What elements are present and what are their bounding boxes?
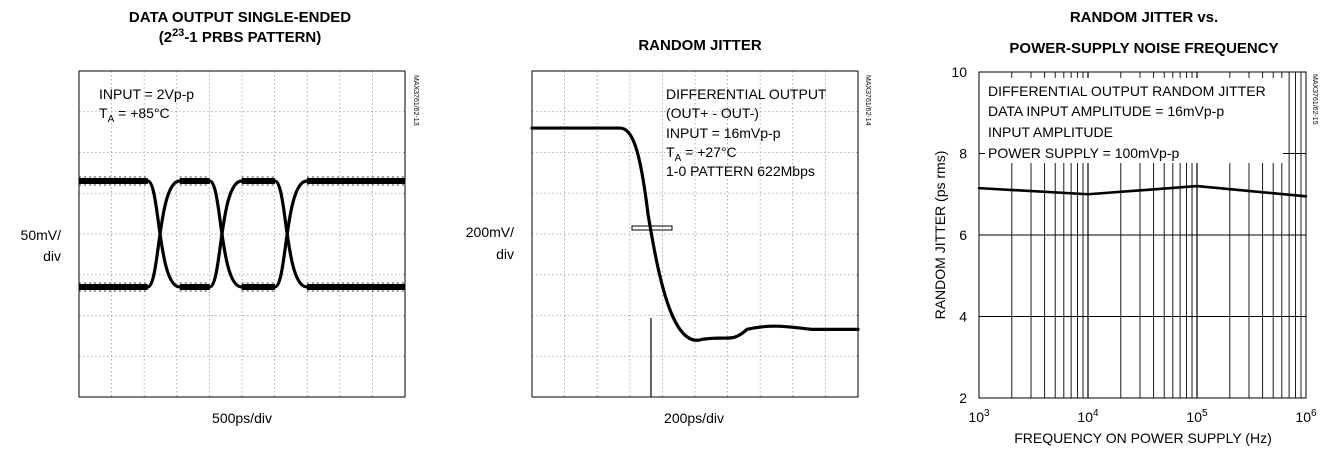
chart3-ytick-label: 8 xyxy=(959,146,967,162)
chart3-ytick-label: 2 xyxy=(959,390,967,406)
eye-rising-edge xyxy=(208,179,244,289)
chart3-ytick-label: 4 xyxy=(959,309,967,325)
chart2-annotation-diff: DIFFERENTIAL OUTPUT xyxy=(666,86,827,102)
chart3-annotation-2: DATA INPUT AMPLITUDE = 16mVp-p xyxy=(988,103,1224,119)
chart1-annotation-input: INPUT = 2Vp-p xyxy=(99,86,194,102)
chart1-frame xyxy=(78,70,406,398)
chart2-annotation-pattern: 1-0 PATTERN 622Mbps xyxy=(666,163,815,179)
chart1-xlabel: 500ps/div xyxy=(212,410,272,426)
panel-eye-diagram: DATA OUTPUT SINGLE-ENDED (223-1 PRBS PAT… xyxy=(21,9,419,426)
chart3-xtick-label: 105 xyxy=(1186,408,1208,425)
chart3-ytick-label: 6 xyxy=(959,227,967,243)
eye-falling-edge xyxy=(273,179,309,289)
chart2-ylabel-line1: 200mV/ xyxy=(466,224,514,240)
chart2-annotation-temp: TA = +27°C xyxy=(666,144,737,164)
chart1-ylabel-line2: div xyxy=(43,248,61,264)
chart1-title-line1: DATA OUTPUT SINGLE-ENDED xyxy=(129,9,351,26)
chart2-ylabel-line2: div xyxy=(496,246,514,262)
chart3-xtick-label: 103 xyxy=(968,408,990,425)
chart1-title-line2: (223-1 PRBS PATTERN) xyxy=(159,27,322,46)
chart3-series-line xyxy=(977,184,1308,198)
chart3-xlabel: FREQUENCY ON POWER SUPPLY (Hz) xyxy=(1014,430,1271,446)
chart3-tick-labels: 2 4 6 8 10 103 104 105 106 xyxy=(951,64,1317,425)
panel-random-jitter-waveform: RANDOM JITTER DIFFERENTIAL OUTPUT (OUT+ … xyxy=(466,37,871,426)
eye-falling-edge xyxy=(208,179,244,289)
chart2-waveform xyxy=(530,126,860,342)
chart1-part-code: MAX3761/62-13 xyxy=(412,75,419,126)
chart3-xtick-label: 104 xyxy=(1077,408,1099,425)
panel-jitter-vs-frequency: RANDOM JITTER vs. POWER-SUPPLY NOISE FRE… xyxy=(932,9,1318,446)
chart2-xlabel: 200ps/div xyxy=(664,410,724,426)
chart3-annotation-3: INPUT AMPLITUDE xyxy=(988,124,1113,140)
chart2-jitter-marker xyxy=(631,225,673,231)
chart2-part-code: MAX3761/62-14 xyxy=(864,75,871,126)
chart3-ylabel: RANDOM JITTER (ps rms) xyxy=(932,151,948,320)
chart3-annotation-4: POWER SUPPLY = 100mVp-p xyxy=(988,145,1179,161)
chart3-annotation-backdrop xyxy=(985,78,1283,163)
chart1-ylabel-line1: 50mV/ xyxy=(21,227,62,243)
eye-falling-edge xyxy=(146,179,182,289)
chart3-title-line2: POWER-SUPPLY NOISE FREQUENCY xyxy=(1009,40,1278,57)
chart3-title-line1: RANDOM JITTER vs. xyxy=(1070,9,1218,26)
chart3-part-code: MAX3761/62-15 xyxy=(1311,74,1318,125)
chart3-ytick-label: 10 xyxy=(951,64,967,80)
chart2-annotation-out: (OUT+ - OUT-) xyxy=(666,105,759,121)
chart3-frame xyxy=(978,71,1307,399)
chart1-annotation-temp: TA = +85°C xyxy=(99,105,170,125)
chart2-frame xyxy=(531,70,859,398)
chart1-eye-traces xyxy=(79,176,405,292)
chart2-annotation-input: INPUT = 16mVp-p xyxy=(666,125,781,141)
chart3-xtick-label: 106 xyxy=(1295,408,1317,425)
chart3-annotation-1: DIFFERENTIAL OUTPUT RANDOM JITTER xyxy=(988,83,1266,99)
chart2-title: RANDOM JITTER xyxy=(638,37,762,54)
